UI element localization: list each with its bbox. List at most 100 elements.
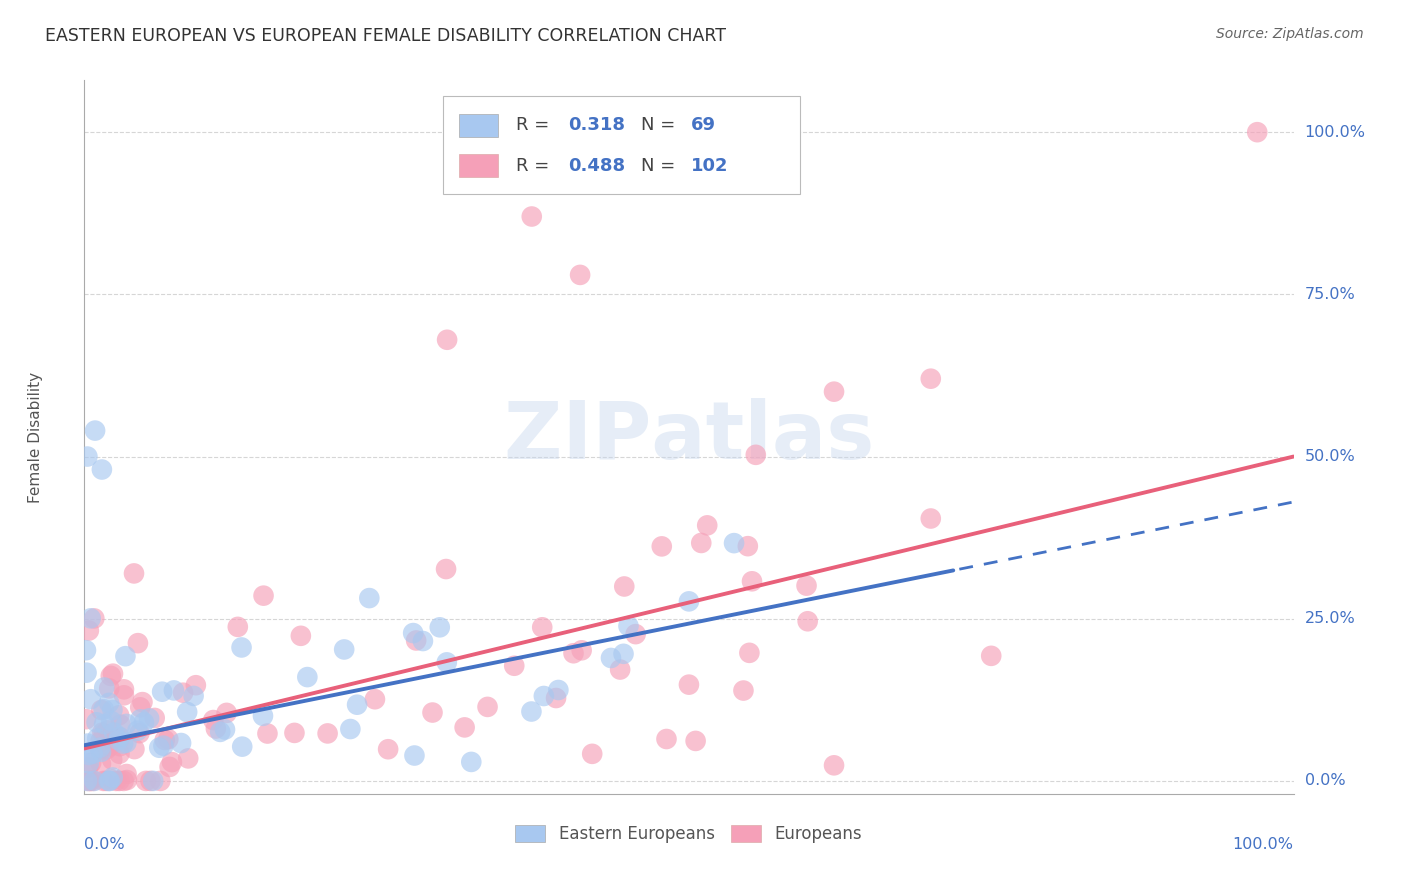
Point [252, 589, 274, 603]
Point [569, 268, 592, 282]
Point [103, 725, 125, 739]
Point [128, 726, 150, 740]
Point [129, 700, 152, 714]
Point [160, 755, 183, 769]
Point [98, 681, 121, 696]
Point [316, 726, 339, 740]
Point [256, 726, 278, 740]
Point [77, 773, 100, 788]
Point [823, 758, 845, 772]
Point [131, 695, 153, 709]
Bar [443, 96, 800, 194]
Point [617, 619, 640, 633]
Point [1246, 125, 1268, 139]
Bar [460, 114, 498, 136]
Text: Source: ZipAtlas.com: Source: ZipAtlas.com [1216, 27, 1364, 41]
Point [115, 767, 138, 781]
Point [80, 756, 103, 770]
Point [96, 742, 118, 756]
Text: N =: N = [641, 116, 681, 134]
Point [520, 210, 543, 224]
Point [90, 756, 112, 771]
Point [101, 753, 124, 767]
Bar [460, 154, 498, 178]
Point [148, 740, 170, 755]
Point [176, 705, 198, 719]
Point [108, 773, 131, 788]
Text: 100.0%: 100.0% [1305, 125, 1365, 140]
Point [101, 771, 124, 785]
Point [90, 703, 112, 717]
Point [434, 562, 457, 576]
Point [150, 684, 173, 698]
Point [544, 691, 567, 706]
Point [520, 705, 543, 719]
Point [283, 726, 305, 740]
Point [547, 683, 569, 698]
Point [153, 733, 176, 747]
Point [453, 720, 475, 734]
Point [77, 624, 100, 638]
Point [209, 724, 232, 739]
Point [733, 683, 755, 698]
Point [100, 714, 122, 728]
Point [600, 651, 623, 665]
Text: 0.0%: 0.0% [84, 837, 125, 852]
Point [290, 629, 312, 643]
Point [678, 678, 700, 692]
Point [112, 737, 135, 751]
Point [231, 739, 253, 754]
Point [364, 692, 387, 706]
Point [651, 540, 673, 554]
Point [97, 773, 120, 788]
Point [157, 732, 180, 747]
Point [91, 725, 114, 739]
Point [108, 747, 131, 761]
Point [110, 731, 132, 745]
Point [115, 736, 138, 750]
Point [678, 594, 700, 608]
Text: 0.318: 0.318 [568, 116, 626, 134]
Point [115, 773, 138, 788]
Point [183, 689, 205, 703]
Point [412, 634, 434, 648]
Point [920, 372, 942, 386]
Point [103, 734, 125, 748]
Legend: Eastern Europeans, Europeans: Eastern Europeans, Europeans [509, 818, 869, 850]
Point [75, 643, 97, 657]
Point [76, 737, 98, 751]
Point [143, 711, 166, 725]
Point [741, 574, 763, 589]
Text: 75.0%: 75.0% [1305, 287, 1355, 301]
Point [152, 739, 174, 753]
Point [172, 686, 194, 700]
Point [333, 642, 356, 657]
Point [93, 773, 115, 788]
Point [696, 518, 718, 533]
Point [980, 648, 1002, 663]
Point [252, 709, 274, 723]
Point [723, 536, 745, 550]
Point [531, 620, 554, 634]
Point [920, 511, 942, 525]
Point [655, 731, 678, 746]
Point [139, 773, 162, 788]
Text: N =: N = [641, 157, 681, 175]
Point [214, 723, 236, 737]
Point [89, 734, 111, 748]
Point [93, 727, 115, 741]
Text: 0.488: 0.488 [568, 157, 626, 175]
Point [108, 730, 131, 744]
Point [98, 739, 121, 754]
Point [84, 424, 107, 438]
Point [404, 748, 426, 763]
Text: ZIP​atlas: ZIP​atlas [503, 398, 875, 476]
Point [112, 688, 135, 702]
Text: EASTERN EUROPEAN VS EUROPEAN FEMALE DISABILITY CORRELATION CHART: EASTERN EUROPEAN VS EUROPEAN FEMALE DISA… [45, 27, 725, 45]
Point [231, 640, 253, 655]
Point [107, 733, 129, 747]
Point [122, 566, 145, 581]
Point [138, 711, 160, 725]
Point [112, 773, 135, 788]
Point [562, 646, 585, 660]
